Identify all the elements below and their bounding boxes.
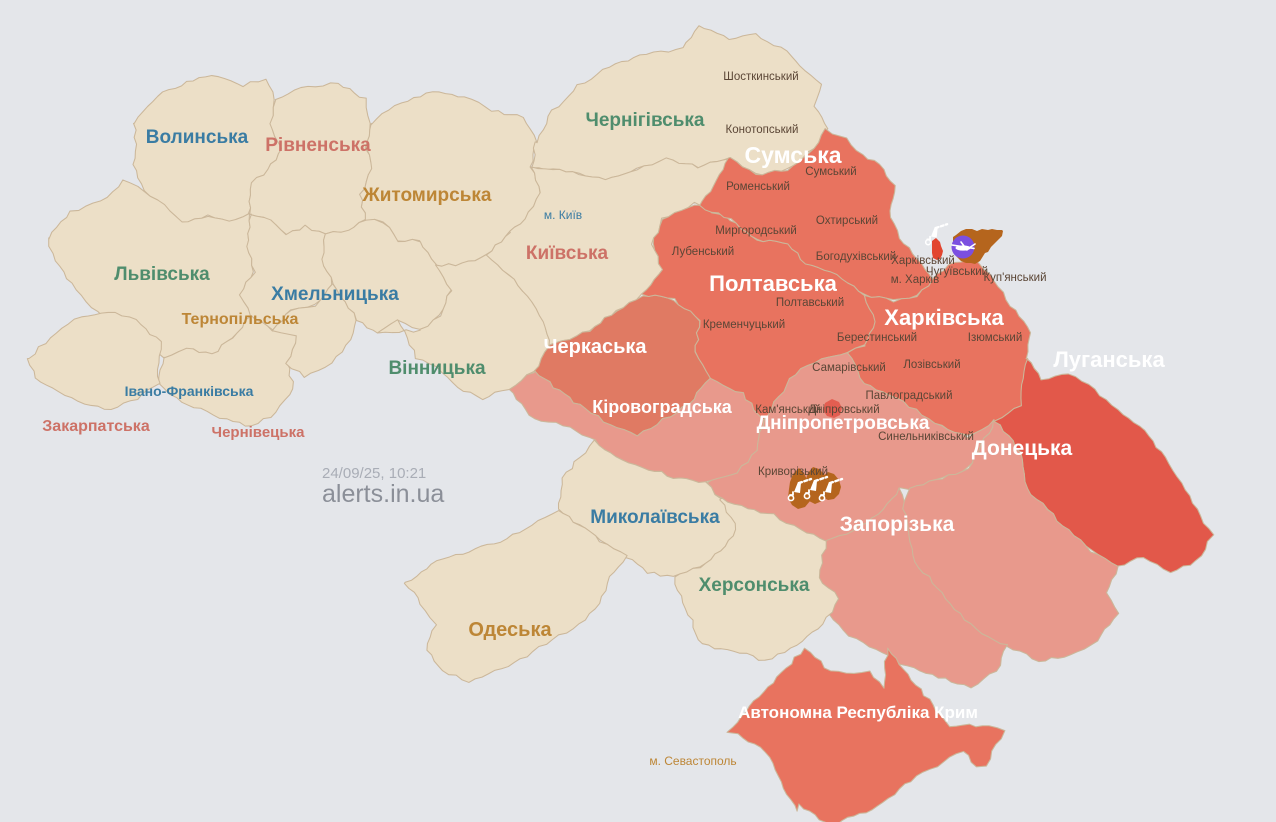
svg-text:Синельниківський: Синельниківський xyxy=(878,431,974,443)
svg-text:Житомирська: Житомирська xyxy=(362,185,492,206)
svg-text:Рівненська: Рівненська xyxy=(265,135,371,156)
svg-text:Конотопський: Конотопський xyxy=(726,124,799,136)
svg-text:Чугуївський: Чугуївський xyxy=(926,266,988,278)
svg-text:Волинська: Волинська xyxy=(146,127,249,148)
svg-text:Берестинський: Берестинський xyxy=(837,332,917,344)
svg-text:Черкаська: Черкаська xyxy=(543,336,647,358)
svg-text:Лозівський: Лозівський xyxy=(903,359,960,371)
svg-text:Київська: Київська xyxy=(526,243,609,264)
svg-text:Чернігівська: Чернігівська xyxy=(585,110,704,131)
svg-text:Дніпровський: Дніпровський xyxy=(808,404,879,416)
svg-text:Богодухівський: Богодухівський xyxy=(816,251,896,263)
svg-text:Ізюмський: Ізюмський xyxy=(968,332,1023,344)
svg-text:Шосткинський: Шосткинський xyxy=(723,71,798,83)
svg-text:Сумська: Сумська xyxy=(744,142,841,168)
svg-text:Хмельницька: Хмельницька xyxy=(271,284,399,305)
svg-text:Самарівський: Самарівський xyxy=(812,362,886,374)
svg-text:Запорізька: Запорізька xyxy=(840,513,955,536)
svg-text:Чернівецька: Чернівецька xyxy=(212,424,306,441)
svg-text:Сумський: Сумський xyxy=(805,166,856,178)
svg-text:Вінницька: Вінницька xyxy=(388,358,486,379)
svg-text:alerts.in.ua: alerts.in.ua xyxy=(322,480,444,508)
svg-text:Тернопільська: Тернопільська xyxy=(182,311,299,328)
svg-text:Куп'янський: Куп'янський xyxy=(983,272,1046,284)
svg-text:Миколаївська: Миколаївська xyxy=(590,507,720,528)
svg-text:Роменський: Роменський xyxy=(726,181,790,193)
svg-text:Лубенський: Лубенський xyxy=(672,246,734,258)
svg-text:Кременчуцький: Кременчуцький xyxy=(703,319,785,331)
svg-text:Харківська: Харківська xyxy=(884,305,1004,330)
svg-text:Львівська: Львівська xyxy=(114,264,210,285)
svg-text:Закарпатська: Закарпатська xyxy=(42,418,150,435)
svg-text:Охтирський: Охтирський xyxy=(816,215,878,227)
svg-text:Миргородський: Миргородський xyxy=(715,225,797,237)
svg-text:Кіровоградська: Кіровоградська xyxy=(592,397,733,417)
svg-text:Херсонська: Херсонська xyxy=(699,575,810,596)
svg-text:Луганська: Луганська xyxy=(1053,347,1165,372)
svg-text:м. Київ: м. Київ xyxy=(544,208,582,222)
svg-text:Полтавський: Полтавський xyxy=(776,297,844,309)
svg-text:Донецька: Донецька xyxy=(972,437,1073,460)
svg-text:Полтавська: Полтавська xyxy=(709,271,837,296)
svg-text:Павлоградський: Павлоградський xyxy=(865,390,952,402)
svg-text:Автономна Республіка Крим: Автономна Республіка Крим xyxy=(738,703,978,722)
svg-text:Івано-Франківська: Івано-Франківська xyxy=(125,383,254,399)
svg-text:Криворізький: Криворізький xyxy=(758,466,828,478)
svg-text:м. Севастополь: м. Севастополь xyxy=(649,754,736,768)
svg-text:Одеська: Одеська xyxy=(468,619,552,641)
